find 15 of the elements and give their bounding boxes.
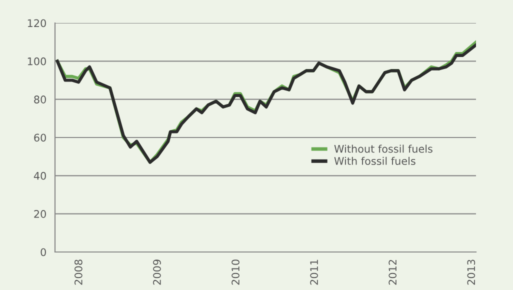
x-tick-label: 2010 — [232, 260, 240, 285]
x-tick-label: 2013 — [467, 260, 476, 285]
x-tick-label: 2011 — [310, 260, 318, 285]
y-tick-label: 60 — [34, 134, 46, 142]
legend-label: Without fossil fuels — [334, 144, 432, 153]
y-tick-label: 80 — [34, 96, 46, 104]
x-tick-label: 2008 — [74, 260, 82, 285]
y-tick-label: 0 — [40, 248, 46, 256]
x-tick-label: 2009 — [153, 260, 161, 285]
y-tick-label: 100 — [28, 57, 46, 66]
legend-label: With fossil fuels — [334, 156, 416, 165]
x-tick-label: 2012 — [388, 260, 397, 285]
y-tick-label: 40 — [34, 172, 46, 180]
y-tick-label: 120 — [28, 19, 46, 28]
y-tick-label: 20 — [34, 210, 46, 218]
